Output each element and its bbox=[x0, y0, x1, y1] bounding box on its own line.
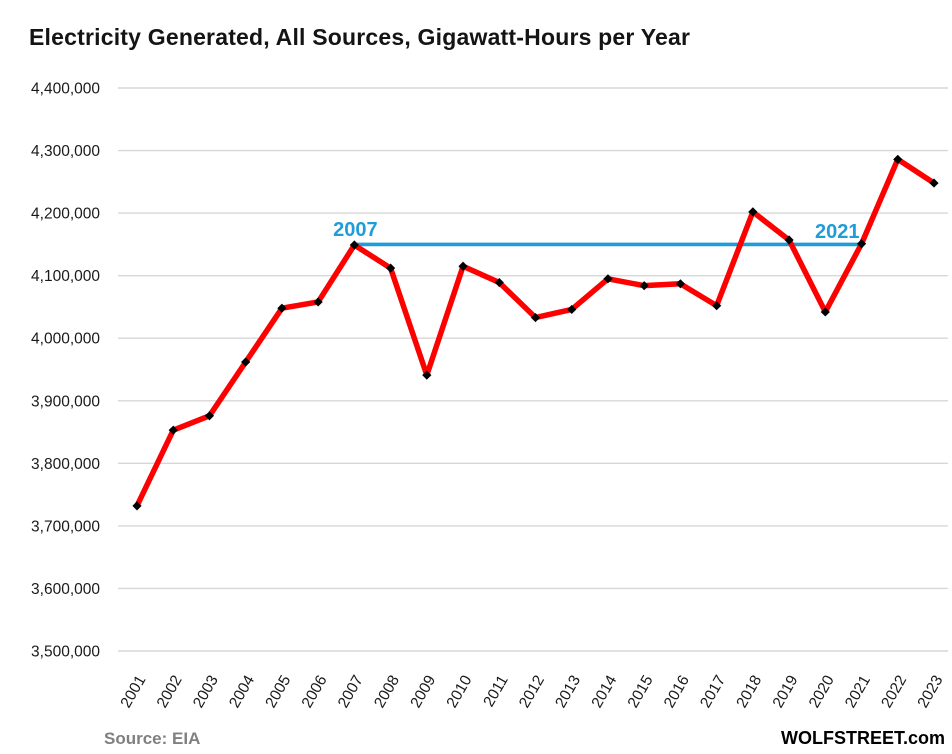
y-tick-label: 4,400,000 bbox=[31, 81, 100, 98]
data-point-marker bbox=[385, 263, 396, 273]
x-tick-label: 2009 bbox=[407, 673, 439, 711]
data-point-marker bbox=[132, 501, 142, 511]
data-point-marker bbox=[748, 207, 758, 217]
x-tick-label: 2018 bbox=[733, 673, 765, 711]
x-tick-label: 2002 bbox=[154, 673, 186, 711]
data-point-marker bbox=[639, 281, 649, 291]
data-point-marker bbox=[458, 261, 468, 271]
annotation-label-right: 2021 bbox=[815, 221, 860, 243]
wolfstreet-brand: WOLFSTREET.com bbox=[780, 728, 945, 748]
x-tick-label: 2012 bbox=[516, 673, 548, 711]
data-point-marker bbox=[712, 301, 722, 311]
data-point-marker bbox=[241, 357, 251, 367]
x-tick-label: 2007 bbox=[335, 673, 367, 711]
data-point-marker bbox=[277, 303, 287, 313]
y-tick-label: 3,700,000 bbox=[31, 518, 100, 535]
x-tick-label: 2022 bbox=[878, 673, 910, 711]
y-tick-label: 4,200,000 bbox=[31, 206, 100, 223]
data-point-marker bbox=[784, 235, 794, 245]
y-tick-label: 3,900,000 bbox=[31, 393, 100, 410]
data-point-marker bbox=[168, 425, 178, 435]
data-point-marker bbox=[349, 240, 359, 250]
y-tick-label: 3,600,000 bbox=[31, 581, 100, 598]
x-tick-label: 2023 bbox=[914, 673, 946, 711]
data-point-marker bbox=[929, 178, 939, 188]
data-series-line bbox=[134, 156, 937, 509]
y-tick-label: 4,000,000 bbox=[31, 331, 100, 348]
x-tick-label: 2001 bbox=[117, 673, 149, 711]
x-tick-label: 2019 bbox=[770, 673, 802, 711]
x-tick-label: 2013 bbox=[552, 673, 584, 711]
chart-title: Electricity Generated, All Sources, Giga… bbox=[29, 24, 691, 50]
data-point-marker bbox=[893, 154, 903, 164]
x-tick-label: 2003 bbox=[190, 673, 222, 711]
x-tick-label: 2016 bbox=[661, 673, 693, 711]
x-tick-label: 2008 bbox=[371, 673, 403, 711]
data-point-marker bbox=[422, 370, 432, 380]
data-point-marker bbox=[313, 297, 323, 307]
x-tick-label: 2014 bbox=[588, 672, 620, 711]
data-point-marker bbox=[820, 307, 830, 317]
data-point-marker bbox=[530, 312, 541, 323]
x-tick-label: 2015 bbox=[625, 673, 657, 711]
data-point-marker bbox=[603, 274, 613, 284]
source-attribution: Source: EIA bbox=[104, 729, 201, 748]
x-tick-label: 2021 bbox=[842, 673, 874, 711]
data-point-marker bbox=[204, 411, 215, 421]
data-point-marker bbox=[675, 279, 686, 289]
y-tick-label: 3,800,000 bbox=[31, 456, 100, 473]
data-point-marker bbox=[567, 304, 577, 315]
y-tick-label: 4,100,000 bbox=[31, 268, 100, 285]
data-point-marker bbox=[856, 239, 867, 249]
x-tick-label: 2004 bbox=[226, 672, 258, 711]
annotation-label-left: 2007 bbox=[333, 219, 378, 241]
x-tick-label: 2006 bbox=[299, 673, 331, 711]
x-tick-label: 2020 bbox=[806, 672, 838, 711]
x-tick-label: 2011 bbox=[480, 673, 511, 710]
data-point-marker bbox=[494, 277, 504, 288]
x-tick-label: 2017 bbox=[697, 673, 729, 711]
y-tick-label: 3,500,000 bbox=[31, 644, 100, 661]
y-tick-label: 4,300,000 bbox=[31, 143, 100, 160]
x-tick-label: 2010 bbox=[444, 672, 476, 711]
x-tick-label: 2005 bbox=[262, 673, 294, 711]
